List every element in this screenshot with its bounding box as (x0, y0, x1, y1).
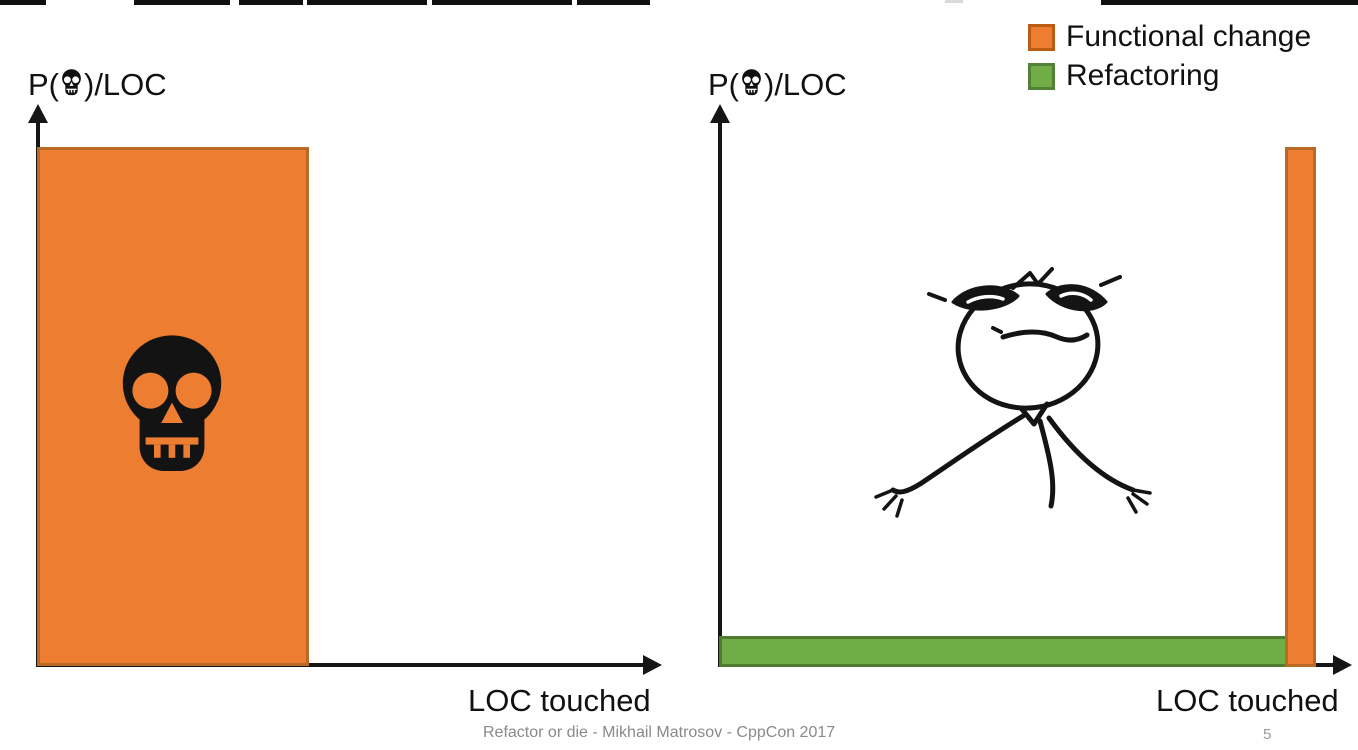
cropped-title-fragment (239, 0, 303, 5)
refactoring-bar (719, 636, 1296, 667)
rage-face-meme-illustration (835, 258, 1165, 548)
y-axis (718, 120, 722, 667)
cropped-title-fragment (307, 0, 427, 5)
left-y-axis-label: P( )/LOC (28, 66, 167, 104)
cropped-title-fragment (0, 0, 46, 5)
skull-icon (740, 68, 763, 104)
legend-item-refactoring: Refactoring (1028, 61, 1311, 91)
left-x-axis-label: LOC touched (468, 683, 651, 718)
right-y-axis-label: P( )/LOC (708, 66, 847, 104)
cropped-title-fragment (432, 0, 572, 5)
skull-icon (60, 68, 83, 104)
right-x-axis-label: LOC touched (1156, 683, 1339, 718)
y-label-suffix: )/LOC (84, 67, 167, 102)
y-axis-arrowhead-icon (710, 104, 730, 123)
x-axis-arrowhead-icon (1333, 655, 1352, 675)
y-label-prefix: P( (28, 67, 59, 102)
legend-label: Refactoring (1066, 59, 1220, 92)
y-label-suffix: )/LOC (764, 67, 847, 102)
cropped-title-fragment (577, 0, 650, 5)
refactoring-swatch-icon (1028, 62, 1055, 90)
skull-icon (112, 334, 232, 481)
y-axis-arrowhead-icon (28, 104, 48, 123)
cropped-title-fragment (1101, 0, 1358, 5)
functional-change-bar (1285, 147, 1316, 667)
legend-item-functional-change: Functional change (1028, 22, 1311, 52)
slide-footer: Refactor or die - Mikhail Matrosov - Cpp… (483, 724, 836, 741)
chart-legend: Functional change Refactoring (1028, 22, 1311, 100)
y-label-prefix: P( (708, 67, 739, 102)
functional-change-swatch-icon (1028, 23, 1055, 51)
x-axis (37, 663, 645, 667)
cropped-title-fragment (945, 0, 963, 3)
legend-label: Functional change (1066, 20, 1312, 53)
x-axis-arrowhead-icon (643, 655, 662, 675)
cropped-title-fragment (134, 0, 230, 5)
slide-page-number: 5 (1263, 726, 1272, 743)
